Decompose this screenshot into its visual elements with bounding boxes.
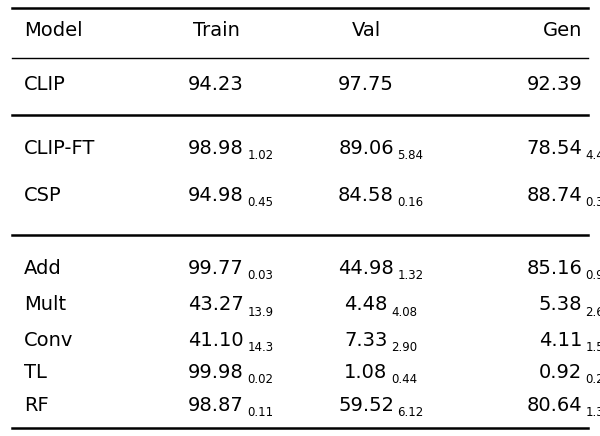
Text: 2.66: 2.66 xyxy=(586,307,600,319)
Text: 94.23: 94.23 xyxy=(188,75,244,95)
Text: 1.36: 1.36 xyxy=(586,406,600,419)
Text: 2.90: 2.90 xyxy=(391,341,418,354)
Text: 98.87: 98.87 xyxy=(188,395,244,415)
Text: 7.33: 7.33 xyxy=(344,330,388,350)
Text: RF: RF xyxy=(24,395,49,415)
Text: 44.98: 44.98 xyxy=(338,259,394,277)
Text: 85.16: 85.16 xyxy=(526,259,582,277)
Text: 98.98: 98.98 xyxy=(188,139,244,157)
Text: 0.11: 0.11 xyxy=(247,406,274,419)
Text: 0.44: 0.44 xyxy=(391,373,418,386)
Text: 0.02: 0.02 xyxy=(247,373,274,386)
Text: 89.06: 89.06 xyxy=(338,139,394,157)
Text: 4.11: 4.11 xyxy=(539,330,582,350)
Text: 4.48: 4.48 xyxy=(344,296,388,314)
Text: 0.24: 0.24 xyxy=(586,373,600,386)
Text: Train: Train xyxy=(193,20,239,40)
Text: CSP: CSP xyxy=(24,185,62,204)
Text: 5.84: 5.84 xyxy=(397,150,424,162)
Text: 94.98: 94.98 xyxy=(188,185,244,204)
Text: 0.34: 0.34 xyxy=(586,196,600,209)
Text: 43.27: 43.27 xyxy=(188,296,244,314)
Text: 4.08: 4.08 xyxy=(391,307,417,319)
Text: 0.03: 0.03 xyxy=(247,269,274,283)
Text: 84.58: 84.58 xyxy=(338,185,394,204)
Text: 0.96: 0.96 xyxy=(586,269,600,283)
Text: 78.54: 78.54 xyxy=(526,139,582,157)
Text: CLIP: CLIP xyxy=(24,75,66,95)
Text: 0.45: 0.45 xyxy=(247,196,274,209)
Text: TL: TL xyxy=(24,362,47,382)
Text: 80.64: 80.64 xyxy=(526,395,582,415)
Text: 14.3: 14.3 xyxy=(247,341,274,354)
Text: 97.75: 97.75 xyxy=(338,75,394,95)
Text: 99.98: 99.98 xyxy=(188,362,244,382)
Text: 13.9: 13.9 xyxy=(247,307,274,319)
Text: 1.02: 1.02 xyxy=(247,150,274,162)
Text: 5.38: 5.38 xyxy=(539,296,582,314)
Text: Model: Model xyxy=(24,20,83,40)
Text: 0.92: 0.92 xyxy=(539,362,582,382)
Text: Gen: Gen xyxy=(542,20,582,40)
Text: 4.41: 4.41 xyxy=(586,150,600,162)
Text: 6.12: 6.12 xyxy=(398,406,424,419)
Text: 1.32: 1.32 xyxy=(397,269,424,283)
Text: 88.74: 88.74 xyxy=(526,185,582,204)
Text: 59.52: 59.52 xyxy=(338,395,394,415)
Text: 0.16: 0.16 xyxy=(398,196,424,209)
Text: 41.10: 41.10 xyxy=(188,330,244,350)
Text: 1.53: 1.53 xyxy=(586,341,600,354)
Text: 1.08: 1.08 xyxy=(344,362,388,382)
Text: Conv: Conv xyxy=(24,330,73,350)
Text: CLIP-FT: CLIP-FT xyxy=(24,139,95,157)
Text: Mult: Mult xyxy=(24,296,66,314)
Text: 99.77: 99.77 xyxy=(188,259,244,277)
Text: Val: Val xyxy=(352,20,380,40)
Text: 92.39: 92.39 xyxy=(526,75,582,95)
Text: Add: Add xyxy=(24,259,62,277)
